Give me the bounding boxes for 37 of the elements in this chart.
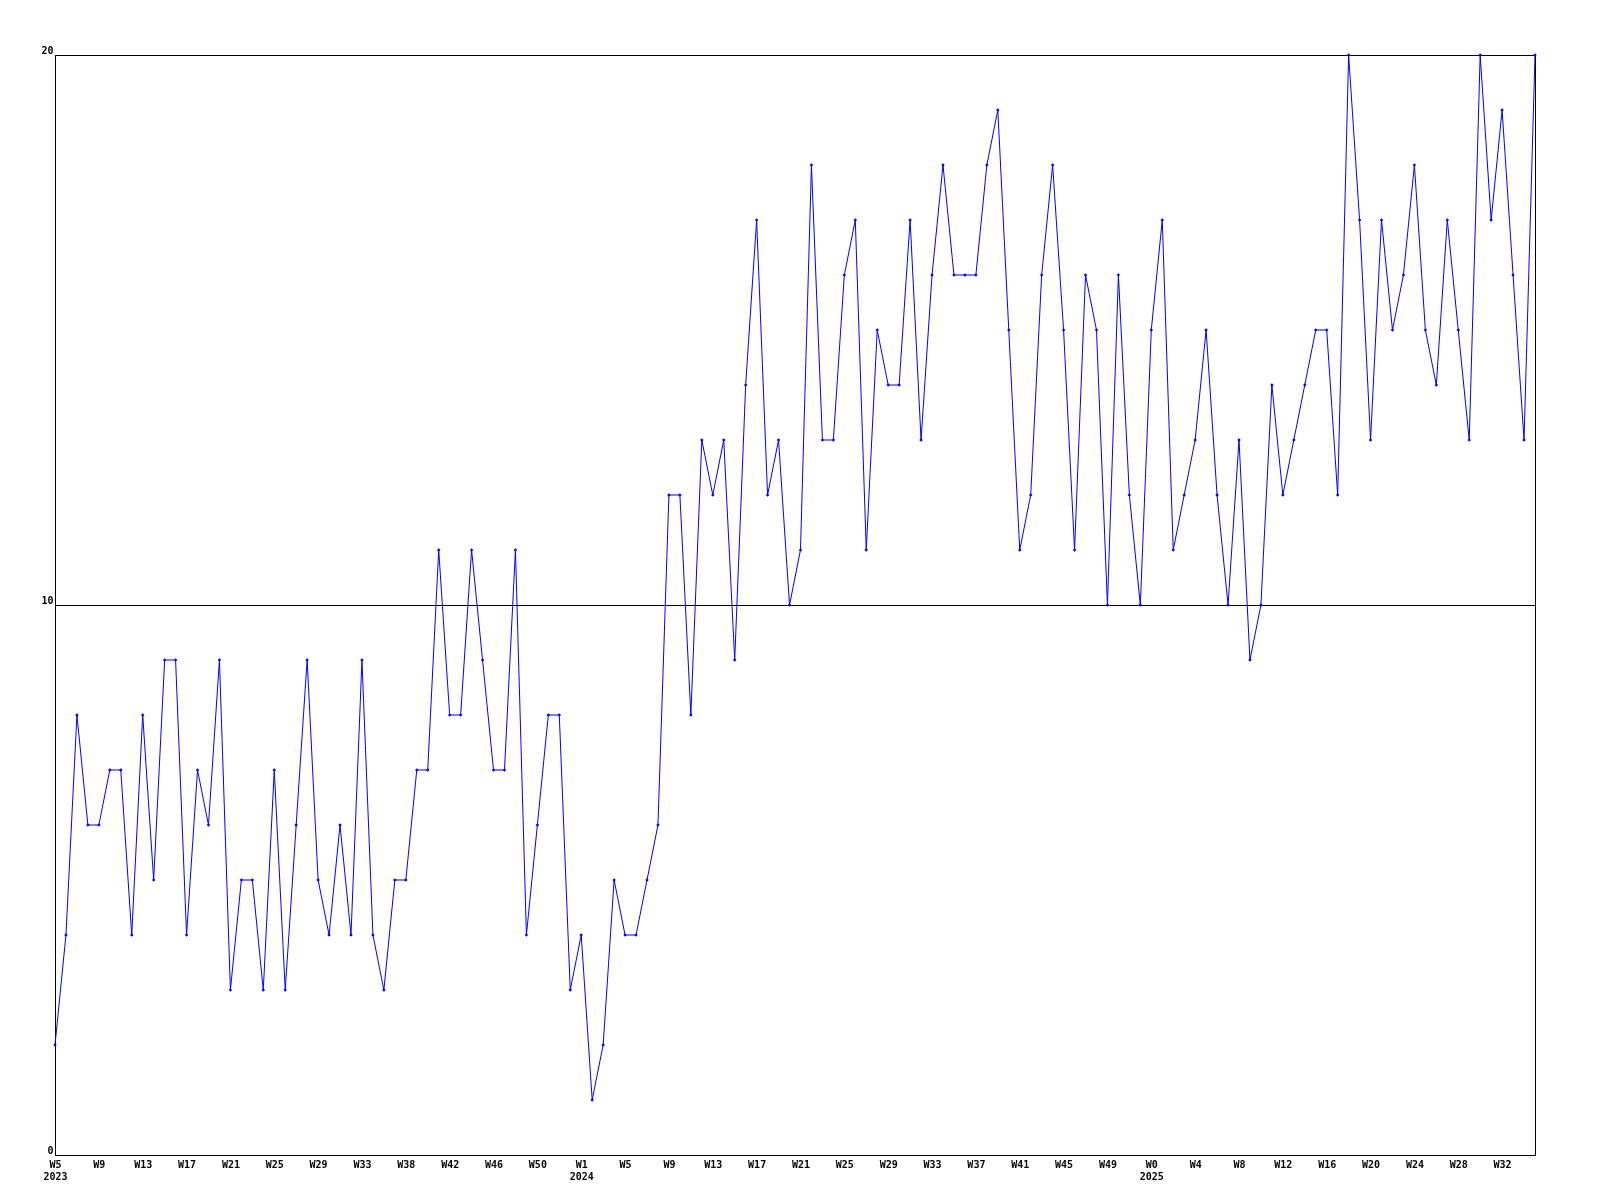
x-tick-label: W29 — [309, 1158, 328, 1170]
x-tick-label: W29 — [879, 1158, 898, 1170]
x-tick-label: W24 — [1405, 1158, 1424, 1170]
x-tick-label: W37 — [967, 1158, 986, 1170]
x-tick-label: W20 — [1362, 1158, 1381, 1170]
x-tick-label: W50 — [528, 1158, 547, 1170]
x-tick-label: W38 — [397, 1158, 416, 1170]
x-tick-label: W49 — [1098, 1158, 1117, 1170]
x-tick-label: W9 — [663, 1158, 676, 1170]
y-tick-label: 20 — [41, 44, 54, 56]
x-tick-label: W42 — [441, 1158, 460, 1170]
x-tick-label: W9 — [93, 1158, 106, 1170]
x-tick-label: W13 — [134, 1158, 153, 1170]
x-tick-label: W45 — [1055, 1158, 1074, 1170]
x-tick-label: W46 — [484, 1158, 504, 1170]
x-tick-label: W5 2023 — [43, 1158, 68, 1182]
x-tick-label: W25 — [265, 1158, 284, 1170]
x-tick-label: W33 — [923, 1158, 942, 1170]
y-tick-label: 10 — [41, 594, 54, 606]
y-tick-label: 0 — [47, 1144, 54, 1156]
x-tick-label: W0 2025 — [1139, 1158, 1164, 1182]
x-tick-label: W8 — [1233, 1158, 1246, 1170]
x-tick-label: W32 — [1493, 1158, 1512, 1170]
x-tick-label: W5 — [619, 1158, 632, 1170]
x-tick-label: W41 — [1011, 1158, 1030, 1170]
x-tick-label: W17 — [748, 1158, 767, 1170]
x-tick-label: W28 — [1449, 1158, 1468, 1170]
x-tick-label: W12 — [1274, 1158, 1293, 1170]
x-tick-label: W33 — [353, 1158, 372, 1170]
x-tick-label: W13 — [704, 1158, 723, 1170]
x-tick-label: W16 — [1318, 1158, 1337, 1170]
x-tick-label: W17 — [178, 1158, 197, 1170]
x-tick-label: W1 2024 — [569, 1158, 594, 1182]
x-tick-label: W4 — [1189, 1158, 1202, 1170]
x-tick-label: W25 — [835, 1158, 854, 1170]
x-tick-label: W21 — [221, 1158, 240, 1170]
x-tick-label: W21 — [791, 1158, 811, 1170]
